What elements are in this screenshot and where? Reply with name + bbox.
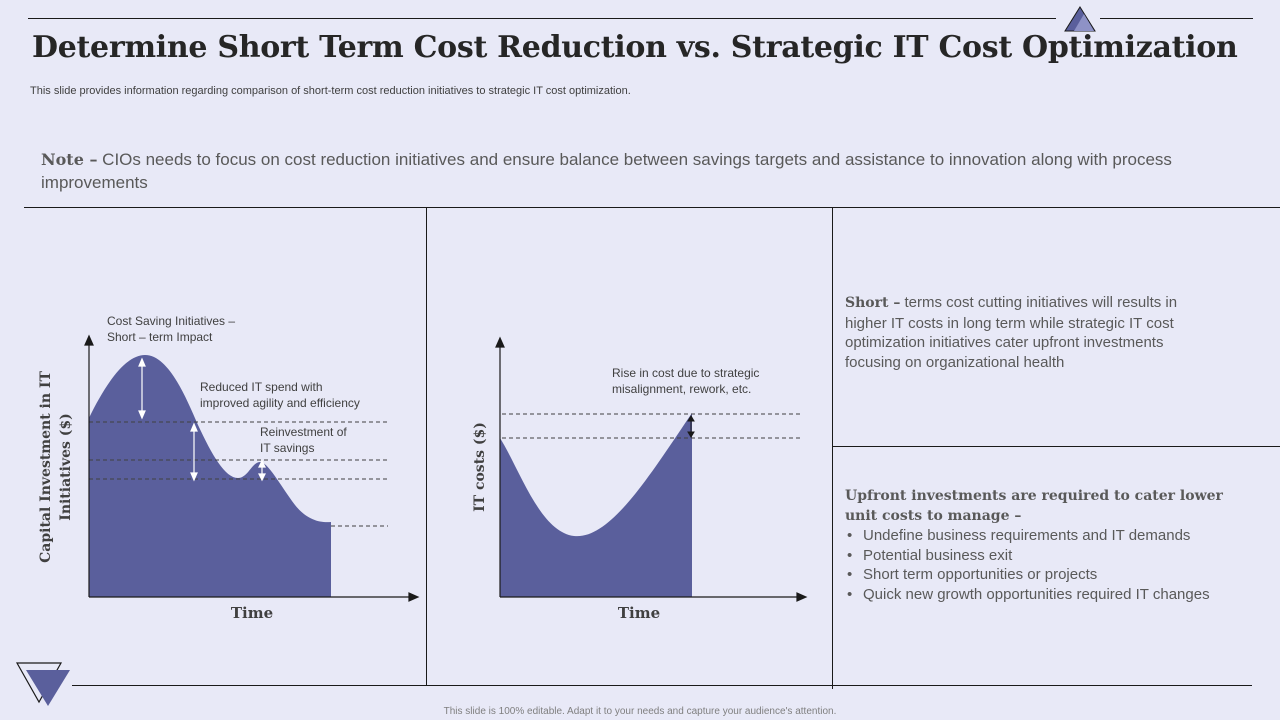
left-y-axis-label-1: Capital Investment in IT — [38, 371, 54, 563]
list-item: Short term opportunities or projects — [845, 565, 1265, 585]
left-x-axis-label: Time — [231, 604, 273, 622]
left-diagram: Cost Saving Initiatives – Short – term I… — [38, 314, 420, 622]
left-annotation-3-line1: Reinvestment of — [260, 425, 347, 439]
list-item: Potential business exit — [845, 546, 1265, 566]
right-panel-divider — [832, 446, 1280, 447]
left-cost-area — [89, 355, 331, 597]
content-top-rule — [24, 207, 1280, 208]
list-item: Quick new growth opportunities required … — [845, 585, 1265, 605]
left-annotation-1-line1: Cost Saving Initiatives – — [107, 314, 235, 328]
middle-cost-area — [500, 413, 692, 597]
divider-left — [426, 207, 427, 685]
right-top-panel: Short – terms cost cutting initiatives w… — [845, 293, 1190, 372]
middle-y-axis-label: IT costs ($) — [472, 422, 488, 512]
left-annotation-2-line1: Reduced IT spend with — [200, 380, 323, 394]
middle-diagram: Rise in cost due to strategic misalignme… — [472, 336, 808, 622]
page-subtitle: This slide provides information regardin… — [30, 85, 631, 97]
divider-right — [832, 207, 833, 689]
note-label: Note – — [41, 150, 98, 169]
right-bottom-panel: Upfront investments are required to cate… — [845, 487, 1265, 604]
list-item: Undefine business requirements and IT de… — [845, 526, 1265, 546]
left-annotation-3-line2: IT savings — [260, 441, 314, 455]
page-title: Determine Short Term Cost Reduction vs. … — [32, 30, 1238, 65]
right-bottom-lead: Upfront investments are required to cate… — [845, 488, 1223, 524]
left-annotation-1-line2: Short – term Impact — [107, 330, 213, 344]
footer-text: This slide is 100% editable. Adapt it to… — [443, 706, 837, 717]
left-y-axis-label-2: Initiatives ($) — [58, 413, 74, 520]
right-bottom-bullets: Undefine business requirements and IT de… — [845, 526, 1265, 604]
inverted-triangle-logo-icon — [15, 662, 70, 706]
top-rule-right — [1100, 18, 1253, 19]
right-top-lead: Short – — [845, 295, 901, 311]
note-text: Note – CIOs needs to focus on cost reduc… — [41, 148, 1231, 194]
right-top-body: terms cost cutting initiatives will resu… — [845, 294, 1178, 371]
left-annotation-2-line2: improved agility and efficiency — [200, 396, 360, 410]
note-body: CIOs needs to focus on cost reduction in… — [41, 150, 1172, 192]
bottom-rule — [72, 685, 1252, 686]
middle-x-axis-label: Time — [618, 604, 660, 622]
triangle-logo-icon — [1064, 6, 1096, 32]
top-rule-left — [28, 18, 1056, 19]
middle-annotation-line2: misalignment, rework, etc. — [612, 382, 751, 396]
middle-annotation-line1: Rise in cost due to strategic — [612, 366, 759, 380]
